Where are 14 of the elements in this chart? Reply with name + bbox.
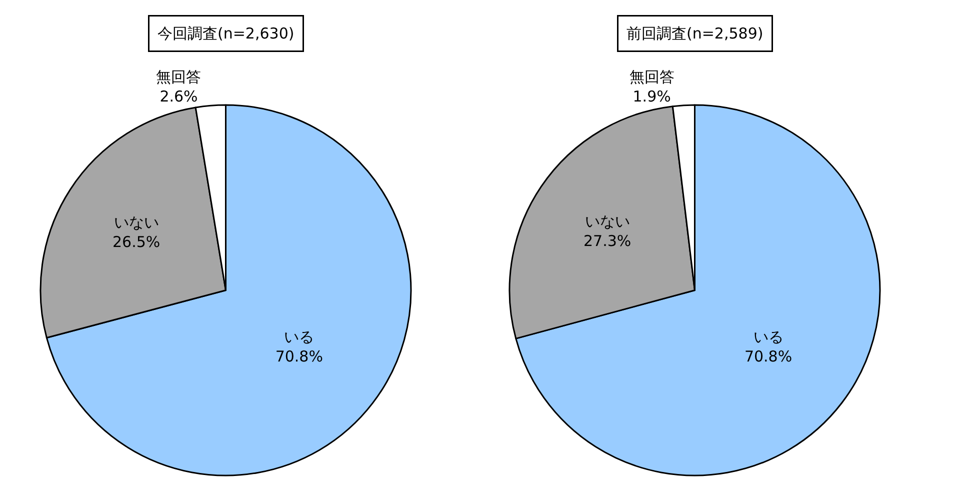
slice-label: 無回答 bbox=[629, 68, 674, 86]
slice-label: いない bbox=[114, 214, 159, 232]
chart-title: 今回調査(n=2,630) bbox=[158, 24, 294, 42]
slice-label: いない bbox=[584, 212, 630, 230]
data-label: 1.9% bbox=[632, 87, 671, 106]
data-label: 2.6% bbox=[160, 88, 198, 106]
data-label: 27.3% bbox=[583, 232, 632, 250]
slice-label: いる bbox=[753, 328, 784, 346]
slice-label: 無回答 bbox=[156, 68, 202, 86]
data-label: 26.5% bbox=[112, 233, 160, 252]
slice-label: いる bbox=[284, 328, 314, 346]
data-label: 70.8% bbox=[744, 347, 792, 366]
chart-title: 前回調査(n=2,589) bbox=[626, 24, 764, 42]
data-label: 70.8% bbox=[275, 347, 323, 366]
